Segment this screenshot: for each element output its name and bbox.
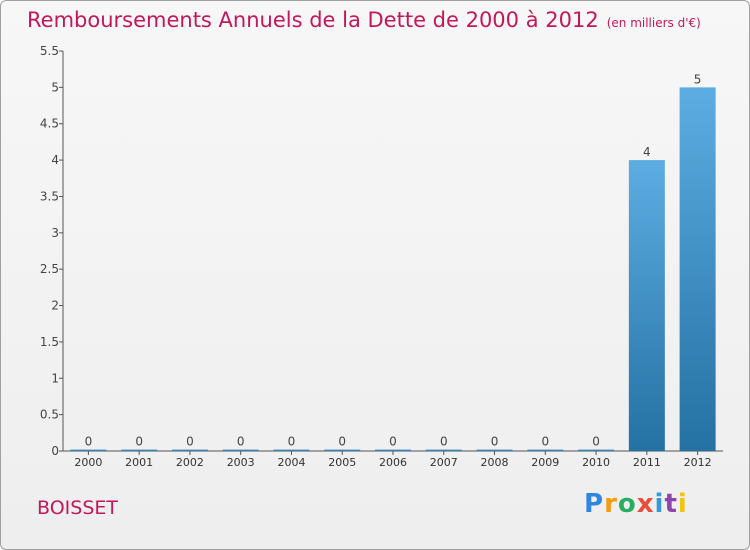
chart-unit: (en milliers d'€) (606, 16, 701, 30)
x-tick-label: 2008 (481, 456, 509, 469)
y-tick-label: 2 (51, 299, 59, 313)
x-tick-label: 2000 (74, 456, 102, 469)
bar-data-label: 5 (694, 72, 702, 86)
y-tick-label: 0 (51, 444, 59, 458)
proxiti-logo: Proxiti (584, 489, 688, 519)
y-tick-label: 2.5 (40, 262, 59, 276)
bar-data-label: 0 (237, 435, 245, 449)
bar (476, 449, 513, 451)
x-tick-label: 2001 (125, 456, 153, 469)
y-tick-label: 3 (51, 226, 59, 240)
bar-data-label: 0 (541, 435, 549, 449)
x-tick-label: 2009 (531, 456, 559, 469)
x-tick-label: 2011 (633, 456, 661, 469)
x-tick-label: 2006 (379, 456, 407, 469)
bar-data-label: 0 (338, 435, 346, 449)
bar-data-label: 0 (592, 435, 600, 449)
chart-title: Remboursements Annuels de la Dette de 20… (27, 8, 701, 32)
bar (679, 87, 716, 451)
x-tick-label: 2012 (684, 456, 712, 469)
bar-data-label: 0 (440, 435, 448, 449)
bar (70, 449, 107, 451)
place-name: BOISSET (37, 497, 118, 519)
y-tick-label: 3.5 (40, 189, 59, 203)
bar (628, 160, 665, 451)
bar-data-label: 4 (643, 145, 651, 159)
x-tick-label: 2010 (582, 456, 610, 469)
bar-data-label: 0 (85, 435, 93, 449)
y-tick-label: 1 (51, 371, 59, 385)
bar-data-label: 0 (389, 435, 397, 449)
bar (171, 449, 208, 451)
x-tick-label: 2002 (176, 456, 204, 469)
y-tick-label: 4 (51, 153, 59, 167)
x-tick-label: 2004 (277, 456, 305, 469)
bar-data-label: 0 (186, 435, 194, 449)
y-tick-label: 1.5 (40, 335, 59, 349)
x-tick-label: 2007 (430, 456, 458, 469)
y-tick-label: 5 (51, 80, 59, 94)
bar-data-label: 0 (288, 435, 296, 449)
bar-data-label: 0 (135, 435, 143, 449)
bar (425, 449, 462, 451)
chart-title-text: Remboursements Annuels de la Dette de 20… (27, 8, 599, 32)
bar (324, 449, 361, 451)
y-tick-label: 0.5 (40, 408, 59, 422)
y-tick-label: 4.5 (40, 117, 59, 131)
bar (375, 449, 411, 451)
bar (527, 449, 564, 451)
bar (121, 449, 158, 451)
bar (222, 449, 259, 451)
bar-data-label: 0 (491, 435, 499, 449)
bar (578, 449, 615, 451)
x-tick-label: 2003 (227, 456, 255, 469)
x-tick-label: 2005 (328, 456, 356, 469)
bar (273, 449, 310, 451)
y-tick-label: 5.5 (40, 44, 59, 58)
